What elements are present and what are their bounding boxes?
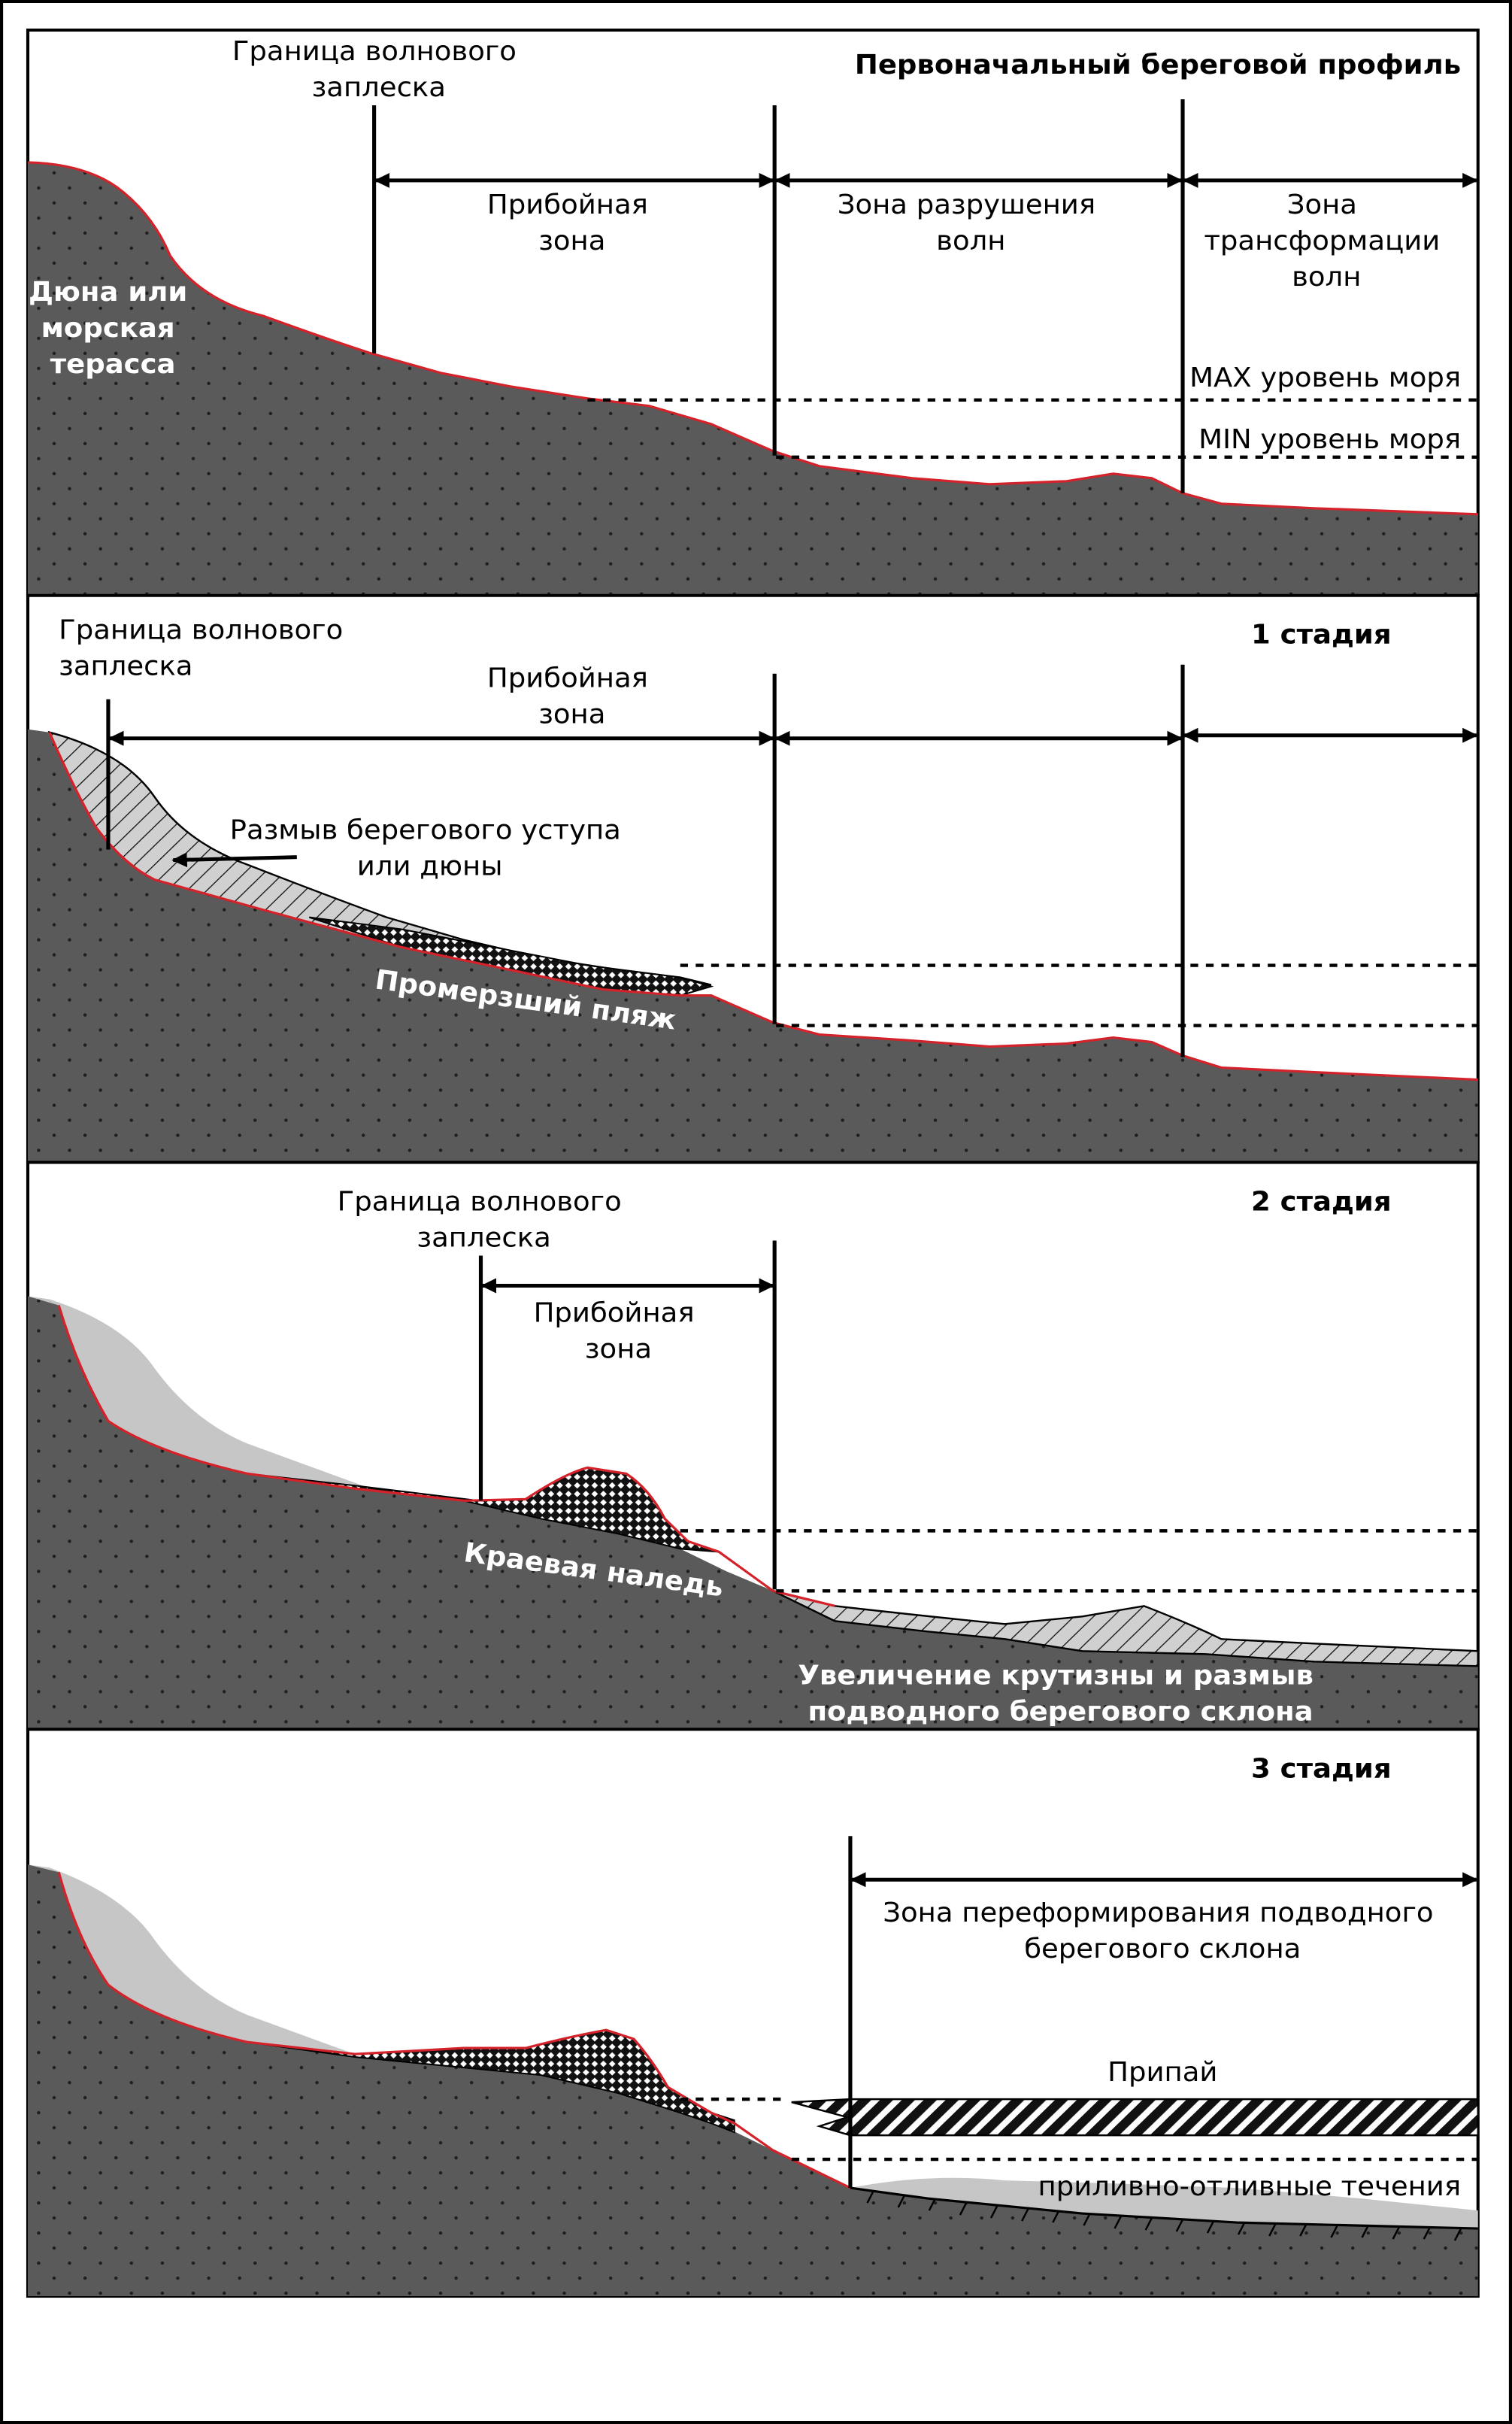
transformation-zone-label-line-3: волн xyxy=(1292,260,1361,292)
panel-title: Первоначальный береговой профиль xyxy=(855,48,1461,80)
tidal-sediment-grey xyxy=(850,2177,1478,2229)
swash-boundary-label-line-1: Граница волнового xyxy=(59,614,343,645)
panel-title: 2 стадия xyxy=(1251,1185,1392,1217)
surf-zone-label-line-1: Прибойная xyxy=(534,1297,695,1328)
ground-mass xyxy=(28,729,1478,1163)
surf-zone-label: Прибойная зона xyxy=(487,188,657,256)
fast-ice-hatched xyxy=(791,2098,1479,2137)
seabed-ticks xyxy=(866,2190,1462,2241)
dune-label-line-2: морская xyxy=(41,311,175,343)
erosion-label-line-1: Размыв берегового уступа xyxy=(230,814,621,845)
swash-boundary-label-line-2: заплеска xyxy=(312,71,446,102)
panel-initial-profile: Первоначальный береговой профиль Граница… xyxy=(26,28,1480,597)
dune-label-line-1: Дюна или xyxy=(29,275,187,307)
surf-zone-label: Прибойная зона xyxy=(487,662,657,730)
swash-boundary-label-line-2: заплеска xyxy=(59,650,192,681)
swash-boundary-label: Граница волнового заплеска xyxy=(338,1185,631,1253)
swash-boundary-label: Граница волнового заплеска xyxy=(232,35,526,102)
max-sea-level-label: MAX уровень моря xyxy=(1189,361,1461,393)
former-dune-outline-grey xyxy=(28,1864,371,2061)
panel-stage-3: 3 стадия Зона переформирования подводног… xyxy=(26,1728,1480,2298)
surf-zone-label-line-1: Прибойная xyxy=(487,662,648,693)
surf-zone-label-line-2: зона xyxy=(538,698,605,730)
dune-label-line-3: терасса xyxy=(50,347,176,379)
transformation-zone-label: Зона трансформации волн xyxy=(1204,188,1449,292)
swash-boundary-label-line-1: Граница волнового xyxy=(338,1185,622,1217)
panel-stage-2: 2 стадия Граница волнового заплеска Приб… xyxy=(26,1160,1480,1731)
reformation-zone-label: Зона переформирования подводного берегов… xyxy=(883,1897,1442,1964)
erosion-arrow xyxy=(171,852,297,868)
erosion-label: Размыв берегового уступа или дюны xyxy=(230,814,630,881)
eroded-slope-hatched xyxy=(772,1590,1479,1667)
reformation-zone-label-line-2: берегового склона xyxy=(1024,1933,1301,1964)
profile-line xyxy=(57,1305,835,1607)
swash-boundary-label-line-2: заплеска xyxy=(417,1221,550,1253)
steepening-label-line-2: подводного берегового склона xyxy=(808,1695,1313,1727)
profile-line xyxy=(48,732,1478,1082)
steepening-label: Увеличение крутизны и размыв подводного … xyxy=(798,1659,1323,1727)
breaking-zone-label-line-2: волн xyxy=(936,224,1005,256)
transformation-zone-label-line-1: Зона xyxy=(1287,188,1357,220)
breaking-zone-label: Зона разрушения волн xyxy=(838,188,1104,256)
surf-zone-label-line-2: зона xyxy=(585,1333,652,1364)
fast-ice-label: Припай xyxy=(1107,2056,1217,2088)
ground-mass xyxy=(28,1864,1478,2297)
breaking-zone-label-line-1: Зона разрушения xyxy=(838,188,1095,220)
surf-zone-label: Прибойная зона xyxy=(534,1297,704,1364)
panel-title: 1 стадия xyxy=(1251,618,1392,650)
surf-zone-label-line-1: Прибойная xyxy=(487,188,648,220)
reformation-zone-label-line-1: Зона переформирования подводного xyxy=(883,1897,1433,1928)
surf-zone-label-line-2: зона xyxy=(538,224,605,256)
min-sea-level-label: MIN уровень моря xyxy=(1198,423,1461,454)
swash-boundary-label: Граница волнового заплеска xyxy=(59,614,352,681)
seabed-tick-line xyxy=(850,2186,1478,2230)
transformation-zone-label-line-2: трансформации xyxy=(1204,224,1440,256)
steepening-label-line-1: Увеличение крутизны и размыв xyxy=(798,1659,1314,1691)
panel-stage-1: 1 стадия Граница волнового заплеска Приб… xyxy=(26,593,1480,1164)
former-dune-outline-grey xyxy=(28,1296,464,1501)
ground-mass xyxy=(28,162,1478,596)
profile-line xyxy=(57,1871,851,2189)
erosion-label-line-2: или дюны xyxy=(357,850,503,881)
ground-mass xyxy=(28,1296,1478,1730)
tidal-currents-label: приливно-отливные течения xyxy=(1038,2171,1462,2202)
panel-title: 3 стадия xyxy=(1251,1752,1392,1784)
dune-label: Дюна или морская терасса xyxy=(29,275,197,379)
profile-line xyxy=(27,161,1478,516)
swash-boundary-label-line-1: Граница волнового xyxy=(232,35,517,66)
